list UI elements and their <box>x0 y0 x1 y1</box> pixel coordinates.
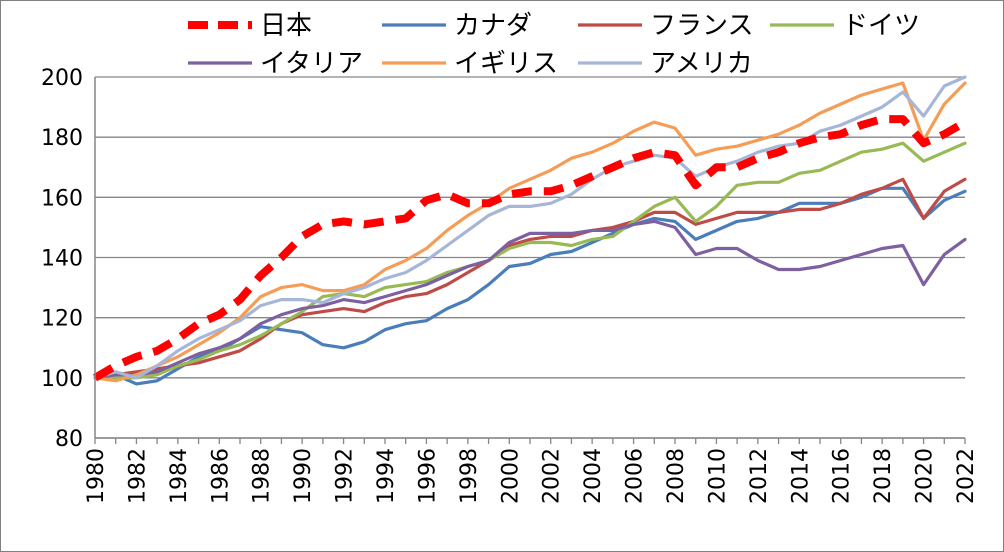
x-tick-label: 1984 <box>167 448 192 504</box>
series-line-3 <box>93 177 967 380</box>
x-tick-label: 2020 <box>913 448 938 504</box>
y-tick-label: 200 <box>41 66 83 91</box>
x-tick-label: 2008 <box>664 448 689 504</box>
series-line-7 <box>93 75 967 380</box>
x-tick-label: 2014 <box>788 448 813 504</box>
series-line-1 <box>92 115 968 382</box>
x-tick-label: 2002 <box>540 448 565 504</box>
x-tick-label: 1990 <box>291 448 316 504</box>
x-tick-label: 2016 <box>830 448 855 504</box>
y-tick-label: 100 <box>41 367 83 392</box>
x-tick-label: 1994 <box>374 448 399 504</box>
y-tick-label: 180 <box>41 126 83 151</box>
y-tick-label: 140 <box>41 247 83 272</box>
x-tick-label: 2018 <box>871 448 896 504</box>
x-tick-label: 2006 <box>623 448 648 504</box>
legend-label-1: 日本 <box>260 11 312 41</box>
y-tick-label: 160 <box>41 186 83 211</box>
x-tick-label: 2022 <box>954 448 979 504</box>
x-tick-label: 2012 <box>747 448 772 504</box>
x-tick-label: 1980 <box>84 448 109 504</box>
series-line-5 <box>93 219 967 380</box>
x-tick-label: 1986 <box>208 448 233 504</box>
x-tick-label: 1988 <box>250 448 275 504</box>
x-tick-label: 2004 <box>581 448 606 504</box>
y-tick-label: 120 <box>41 307 83 332</box>
x-tick-label: 1982 <box>125 448 150 504</box>
legend-label-2: カナダ <box>454 11 532 41</box>
legend-label-6: イギリス <box>454 49 558 79</box>
legend-label-3: フランス <box>650 11 753 41</box>
series-line-6 <box>93 81 967 383</box>
legend-label-5: イタリア <box>260 49 363 79</box>
series-line-4 <box>93 141 967 380</box>
x-tick-label: 1996 <box>415 448 440 504</box>
x-tick-label: 1992 <box>333 448 358 504</box>
legend-label-7: アメリカ <box>650 49 753 79</box>
x-tick-label: 2000 <box>498 448 523 504</box>
x-tick-label: 1998 <box>457 448 482 504</box>
legend-label-4: ドイツ <box>842 11 920 41</box>
x-tick-label: 2010 <box>705 448 730 504</box>
y-tick-label: 80 <box>55 427 83 452</box>
